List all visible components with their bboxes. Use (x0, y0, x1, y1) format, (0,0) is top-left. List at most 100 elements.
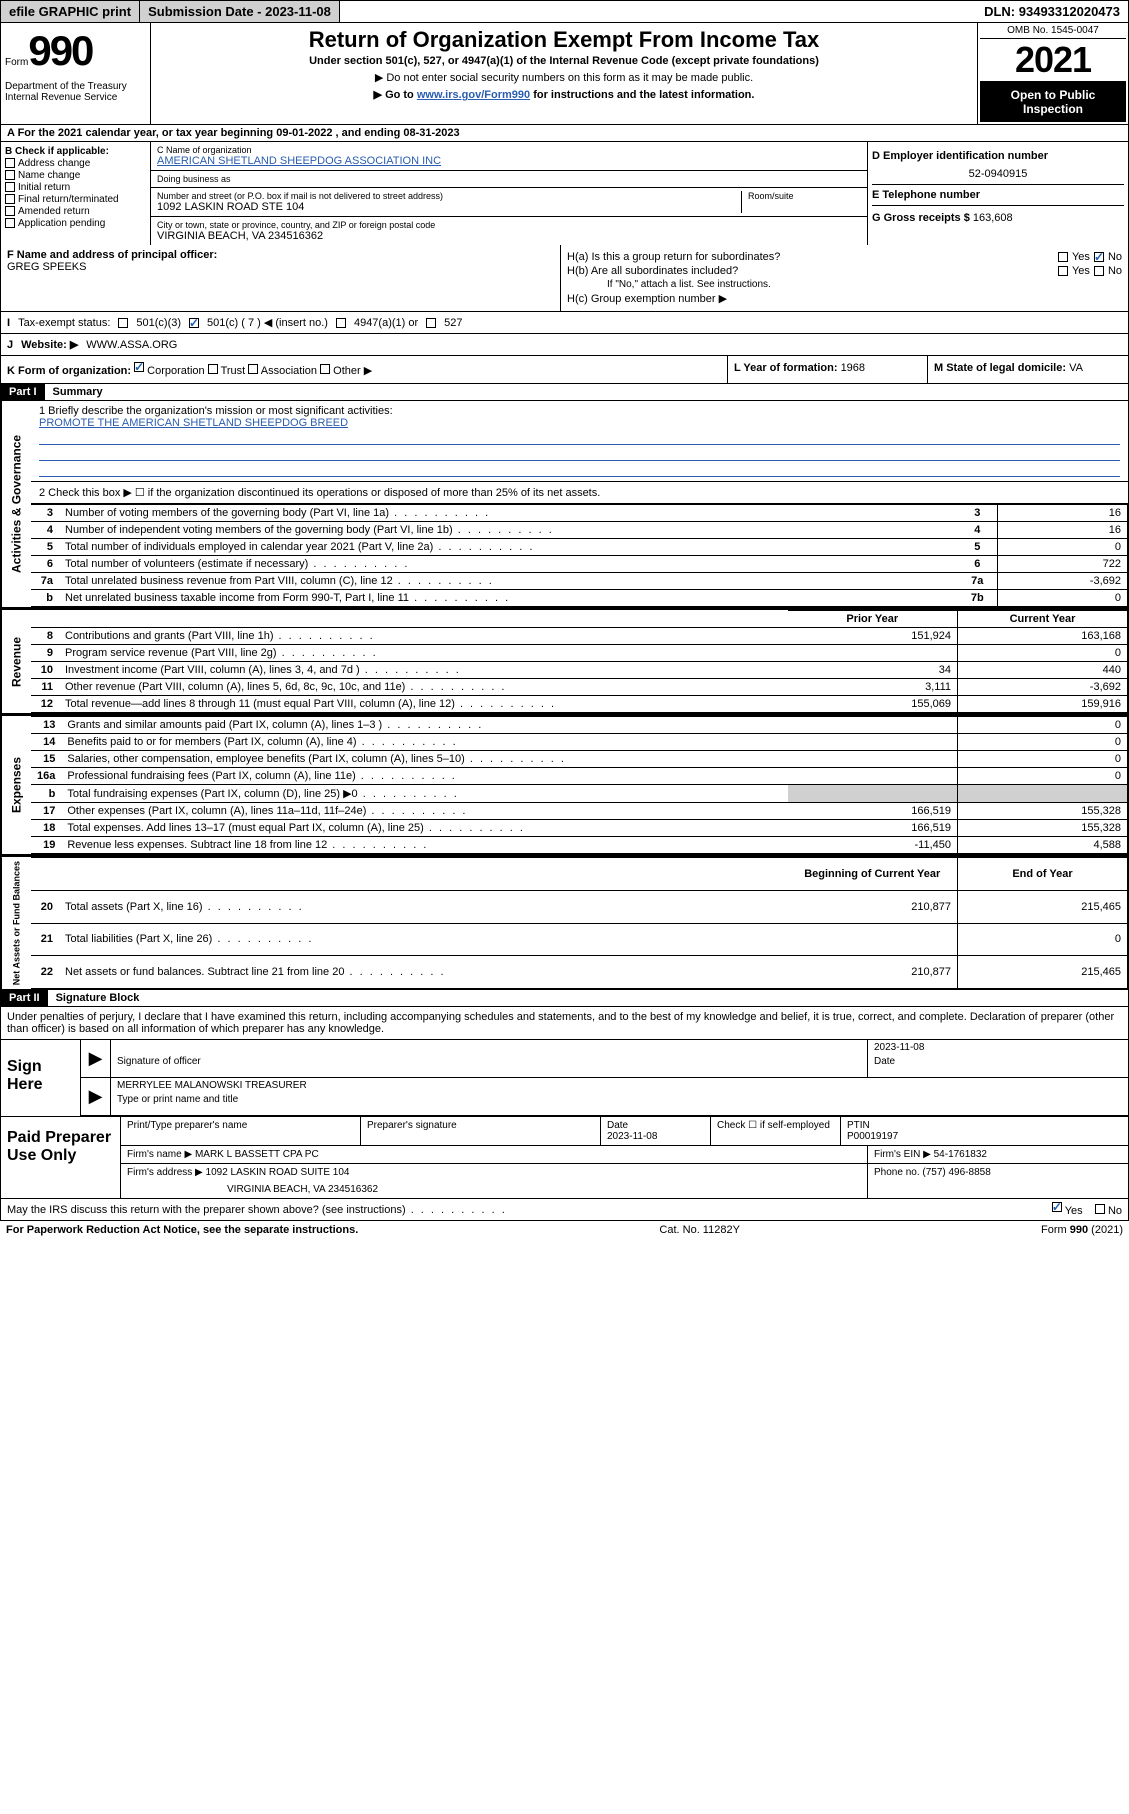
firm-name-label: Firm's name ▶ (127, 1149, 195, 1160)
open-to-public: Open to Public Inspection (980, 82, 1126, 122)
cb-label: Final return/terminated (18, 194, 119, 205)
table-row: 13Grants and similar amounts paid (Part … (31, 717, 1128, 734)
instr-2: ▶ Go to www.irs.gov/Form990 for instruct… (159, 88, 969, 101)
irs-link[interactable]: www.irs.gov/Form990 (417, 89, 530, 101)
table-row: bTotal fundraising expenses (Part IX, co… (31, 785, 1128, 803)
efile-print-button[interactable]: efile GRAPHIC print (1, 1, 140, 22)
checkbox-icon[interactable] (1058, 266, 1068, 276)
firm-phone-value: (757) 496-8858 (922, 1167, 990, 1178)
checkbox-icon[interactable] (426, 318, 436, 328)
cb-label: Name change (18, 170, 80, 181)
checkbox-icon[interactable] (248, 364, 258, 374)
table-row: 20Total assets (Part X, line 16)210,8772… (31, 890, 1128, 923)
cb-amended-return[interactable]: Amended return (5, 206, 146, 217)
cb-application-pending[interactable]: Application pending (5, 218, 146, 229)
sig-officer-label: Signature of officer (117, 1056, 861, 1067)
checkbox-icon[interactable] (336, 318, 346, 328)
row-a-tax-year: A For the 2021 calendar year, or tax yea… (0, 125, 1129, 142)
527: 527 (444, 317, 462, 329)
form-990-page: efile GRAPHIC print Submission Date - 20… (0, 0, 1129, 1239)
submission-date-label: Submission Date - (148, 4, 265, 19)
checkbox-icon (5, 170, 15, 180)
k-assoc: Association (261, 365, 317, 377)
501c3: 501(c)(3) (136, 317, 181, 329)
net-assets-section: Net Assets or Fund Balances Beginning of… (0, 855, 1129, 990)
checkbox-icon (5, 158, 15, 168)
blank-line (39, 431, 1120, 445)
line-3: 3Number of voting members of the governi… (31, 505, 1128, 522)
org-name-link[interactable]: AMERICAN SHETLAND SHEEPDOG ASSOCIATION I… (157, 155, 441, 167)
principal-officer: F Name and address of principal officer:… (1, 245, 561, 311)
mission-text: PROMOTE THE AMERICAN SHETLAND SHEEPDOG B… (39, 417, 1120, 429)
line-6: 6Total number of volunteers (estimate if… (31, 556, 1128, 573)
prep-body: Print/Type preparer's name Preparer's si… (121, 1117, 1128, 1198)
k-label: K Form of organization: (7, 365, 131, 377)
arrow-icon: ▶ (81, 1078, 111, 1115)
checkbox-icon[interactable] (208, 364, 218, 374)
cb-label: Amended return (18, 206, 90, 217)
l-cell: L Year of formation: 1968 (728, 356, 928, 383)
h-section: H(a) Is this a group return for subordin… (561, 245, 1128, 311)
fh-row: F Name and address of principal officer:… (0, 245, 1129, 312)
top-bar: efile GRAPHIC print Submission Date - 20… (0, 0, 1129, 23)
sig-name-row: ▶ MERRYLEE MALANOWSKI TREASURERType or p… (81, 1078, 1128, 1116)
4947a1: 4947(a)(1) or (354, 317, 418, 329)
form-subtitle: Under section 501(c), 527, or 4947(a)(1)… (159, 55, 969, 67)
prep-name-label: Print/Type preparer's name (127, 1120, 354, 1131)
signature-declaration: Under penalties of perjury, I declare th… (0, 1007, 1129, 1039)
checkbox-icon[interactable] (118, 318, 128, 328)
instr-1: ▶ Do not enter social security numbers o… (159, 71, 969, 84)
checkbox-checked-icon[interactable] (189, 318, 199, 328)
sig-name-cell: MERRYLEE MALANOWSKI TREASURERType or pri… (111, 1078, 1128, 1115)
self-emp-label: Check ☐ if self-employed (717, 1120, 834, 1131)
ein-label: D Employer identification number (872, 150, 1124, 162)
ein-value: 52-0940915 (872, 162, 1124, 180)
table-row: 17Other expenses (Part IX, column (A), l… (31, 803, 1128, 820)
cb-label: Application pending (18, 218, 105, 229)
klm-row: K Form of organization: Corporation Trus… (0, 356, 1129, 384)
no-label: No (1108, 1205, 1122, 1217)
header-right: OMB No. 1545-0047 2021 Open to Public In… (978, 23, 1128, 124)
cb-final-return[interactable]: Final return/terminated (5, 194, 146, 205)
checkbox-icon[interactable] (1058, 252, 1068, 262)
prep-sig-label: Preparer's signature (367, 1120, 594, 1131)
checkbox-icon[interactable] (1095, 1204, 1105, 1214)
col-b: B Check if applicable: Address change Na… (1, 142, 151, 245)
firm-ein-value: 54-1761832 (934, 1149, 987, 1160)
tax-status-row: I Tax-exempt status: 501(c)(3) 501(c) ( … (0, 312, 1129, 334)
checkbox-checked-icon[interactable] (134, 362, 144, 372)
officer-name: GREG SPEEKS (7, 261, 554, 273)
sig-officer-cell: Signature of officer (111, 1040, 868, 1077)
street-box: Number and street (or P.O. box if mail i… (151, 188, 867, 217)
discuss-answers: Yes No (1052, 1202, 1122, 1217)
line-5: 5Total number of individuals employed in… (31, 539, 1128, 556)
cb-address-change[interactable]: Address change (5, 158, 146, 169)
org-name-box: C Name of organization AMERICAN SHETLAND… (151, 142, 867, 171)
website-value: WWW.ASSA.ORG (86, 339, 177, 351)
footer-mid: Cat. No. 11282Y (659, 1224, 740, 1236)
blank-line (39, 447, 1120, 461)
l-label: L Year of formation: (734, 362, 841, 374)
line-7a: 7aTotal unrelated business revenue from … (31, 573, 1128, 590)
form-title: Return of Organization Exempt From Incom… (159, 27, 969, 53)
checkbox-icon[interactable] (1094, 266, 1104, 276)
checkbox-checked-icon[interactable] (1052, 1202, 1062, 1212)
checkbox-icon (5, 194, 15, 204)
yes-label: Yes (1072, 251, 1090, 263)
cb-label: Initial return (18, 182, 70, 193)
cb-label: Address change (18, 158, 90, 169)
h-b: H(b) Are all subordinates included? Yes … (567, 265, 1122, 277)
cb-name-change[interactable]: Name change (5, 170, 146, 181)
checkbox-icon[interactable] (320, 364, 330, 374)
instr2-pre: ▶ Go to (374, 89, 417, 101)
header-center: Return of Organization Exempt From Incom… (151, 23, 978, 124)
m-cell: M State of legal domicile: VA (928, 356, 1128, 383)
gov-table: 3Number of voting members of the governi… (31, 504, 1128, 607)
checkbox-checked-icon[interactable] (1094, 252, 1104, 262)
blank-line (39, 463, 1120, 477)
tax-year: 2021 (980, 39, 1126, 82)
cb-initial-return[interactable]: Initial return (5, 182, 146, 193)
dln-value: 93493312020473 (1019, 4, 1120, 19)
part-2-label: Part II (1, 990, 48, 1006)
k-cell: K Form of organization: Corporation Trus… (1, 356, 728, 383)
